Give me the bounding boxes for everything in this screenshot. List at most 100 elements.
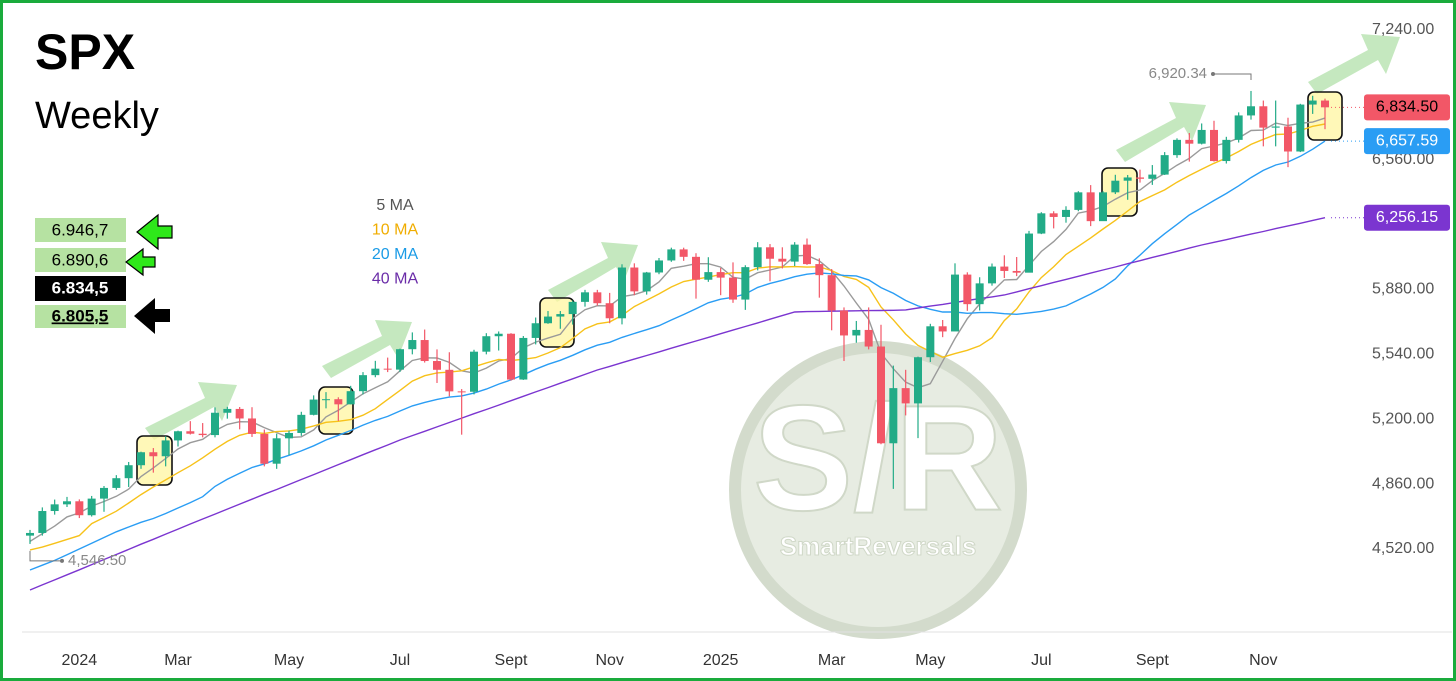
candle-body [1111, 180, 1120, 193]
candle-body [1271, 126, 1280, 128]
candle-body [1197, 129, 1206, 144]
candle-body [322, 399, 330, 401]
price-tag [1364, 204, 1450, 231]
candle-body [901, 388, 910, 404]
ma-line [29, 123, 1326, 551]
candle-body [568, 301, 577, 315]
price-tag-label: 6,256.15 [1376, 209, 1438, 226]
level-arrow [136, 213, 173, 251]
candle-body [766, 247, 774, 259]
candle-body [457, 391, 466, 393]
candle-body [137, 452, 145, 466]
candle-body [630, 267, 639, 292]
candle-body [1173, 139, 1181, 156]
candle-body [445, 369, 454, 392]
candle-body [346, 391, 355, 405]
annotation-leader [1213, 73, 1252, 80]
candle-body [803, 244, 811, 265]
candle-body [778, 258, 787, 262]
candle-body [1099, 192, 1107, 222]
legend-label: 5 MA [376, 197, 414, 214]
trend-arrow [548, 242, 638, 302]
candle-body [1086, 192, 1095, 222]
candle-body [1074, 192, 1083, 210]
candle-body [482, 336, 491, 352]
level-box [35, 248, 126, 272]
candle-body [741, 267, 750, 300]
level-box [35, 218, 126, 242]
candle-body [1148, 174, 1157, 179]
x-tick-label: 2024 [62, 652, 98, 669]
candle-body [815, 264, 824, 276]
candle-body [1000, 266, 1009, 271]
highlight-box [539, 297, 575, 348]
level-label: 6.805,5 [52, 306, 109, 325]
candle-body [1321, 100, 1329, 108]
level-box [35, 305, 126, 328]
candle-body [420, 340, 429, 362]
decorations: S/R SmartReversals [22, 34, 1452, 639]
candle-body [100, 487, 108, 499]
level-label: 6.890,6 [52, 250, 109, 269]
ma-line [29, 140, 1326, 571]
levels-panel: 6.946,7 6.890,6 6.834,5 6.805,5 [35, 213, 173, 334]
candle-body [1210, 129, 1218, 162]
candle-body [1185, 139, 1194, 144]
annotation-label: 6,920.34 [1149, 65, 1207, 82]
y-tick-label: 5,200.00 [1372, 410, 1434, 427]
candles [26, 90, 1329, 544]
candle-body [507, 333, 515, 380]
x-tick-label: Mar [164, 652, 192, 669]
candle-body [1136, 177, 1144, 179]
watermark-name: SmartReversals [780, 531, 977, 561]
candle-body [235, 408, 244, 419]
candle-body [297, 414, 306, 433]
x-tick-label: May [274, 652, 304, 669]
candle-body [408, 340, 417, 350]
labels: 4,520.00 4,860.00 5,200.00 5,540.00 5,880.00… [29, 21, 1450, 669]
candle-body [149, 452, 158, 457]
chart-title: SPX [35, 24, 135, 80]
candle-body [198, 433, 207, 436]
level-arrow [125, 247, 156, 277]
level-label: 6.946,7 [52, 220, 109, 239]
candle-body [1049, 213, 1058, 217]
candle-body [1284, 126, 1292, 152]
candle-body [951, 274, 959, 332]
x-tick-label: Nov [595, 652, 623, 669]
candle-body [50, 504, 59, 512]
candle-body [359, 375, 367, 392]
candle-body [864, 329, 873, 347]
candle-body [38, 511, 47, 533]
candle-body [1247, 106, 1255, 116]
trend-arrow [145, 382, 237, 440]
level-box [35, 276, 126, 301]
candle-body [975, 283, 984, 305]
candle-body [642, 272, 651, 292]
x-tick-label: 2025 [703, 652, 739, 669]
candle-body [790, 244, 799, 262]
legend-label: 20 MA [372, 246, 419, 263]
candle-body [679, 249, 688, 257]
candle-body [827, 275, 836, 311]
level-label: 6.834,5 [52, 278, 109, 297]
candle-body [124, 465, 133, 479]
x-tick-label: Nov [1249, 652, 1277, 669]
candle-body [161, 440, 170, 457]
candle-body [852, 329, 861, 336]
candle-body [544, 316, 552, 324]
candle-body [75, 501, 84, 516]
candle-body [1296, 104, 1305, 152]
candle-body [618, 267, 626, 319]
candle-body [1062, 209, 1070, 217]
candle-body [1222, 139, 1231, 162]
ma-line [29, 217, 1326, 591]
annotation-label: 4,546.50 [68, 552, 126, 569]
price-tag-label: 6,657.59 [1376, 132, 1438, 149]
candle-body [655, 260, 663, 273]
price-tag-label: 6,834.50 [1376, 99, 1438, 116]
candle-body [704, 272, 713, 280]
candle-body [729, 277, 737, 300]
y-tick-label: 5,880.00 [1372, 281, 1434, 298]
candle-body [1308, 100, 1317, 105]
